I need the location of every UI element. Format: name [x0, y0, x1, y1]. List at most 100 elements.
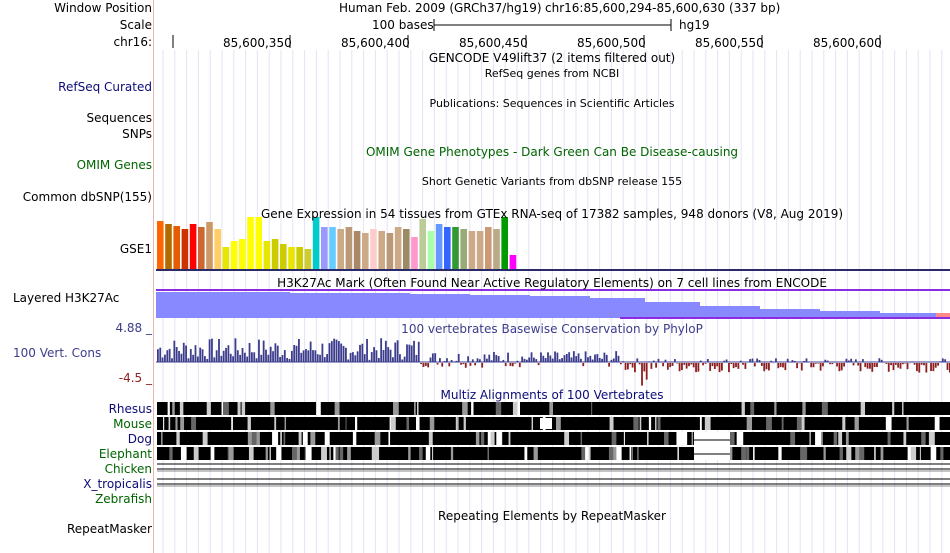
cons-bar	[439, 358, 441, 362]
alignment-gap	[408, 447, 411, 460]
cons-bar	[337, 341, 340, 362]
alignment-gap	[251, 432, 257, 445]
cons-bar	[537, 363, 540, 366]
gtex-bar	[427, 231, 435, 269]
gtex-bar	[493, 229, 500, 269]
alignment-gap	[845, 432, 849, 445]
track-label-gtex[interactable]: GSE1	[119, 242, 152, 256]
cons-bar	[930, 363, 932, 372]
track-title-gencode[interactable]: GENCODE V49lift37 (2 items filtered out)	[428, 51, 676, 65]
track-title-h3k27ac[interactable]: H3K27Ac Mark (Often Found Near Active Re…	[277, 276, 827, 290]
track-label-snps[interactable]: SNPs	[122, 127, 152, 141]
gtex-bar	[476, 231, 484, 269]
cons-bar	[504, 363, 507, 367]
gtex-bar	[321, 227, 328, 269]
cons-bar	[431, 353, 434, 362]
gtex-bar	[394, 227, 402, 269]
alignment-gap	[591, 402, 593, 415]
cons-bar	[913, 363, 916, 365]
cons-bar	[683, 363, 686, 365]
alignment-gap	[821, 402, 828, 415]
cons-bar	[603, 352, 606, 362]
cons-bar	[558, 359, 561, 362]
cons-bar	[392, 357, 394, 362]
alignment-gap	[284, 417, 287, 430]
gtex-bar	[296, 247, 303, 269]
cons-bar	[826, 360, 829, 362]
cons-bar	[610, 359, 613, 362]
cons-bar	[732, 363, 735, 369]
species-label-dog[interactable]: Dog	[127, 432, 152, 446]
cons-bar	[890, 363, 892, 366]
cons-bar	[547, 352, 549, 362]
species-label-chicken[interactable]: Chicken	[104, 462, 152, 476]
cons-bar	[420, 363, 422, 365]
cons-bar	[563, 355, 566, 362]
alignment-gap	[206, 402, 211, 415]
track-label-rmsk[interactable]: RepeatMasker	[66, 522, 152, 536]
gtex-bar	[468, 231, 476, 269]
cons-bar	[845, 358, 848, 362]
alignment-gap	[172, 402, 175, 415]
species-label-mouse[interactable]: Mouse	[113, 417, 152, 431]
alignment-gap	[809, 432, 811, 445]
cons-bar	[871, 363, 874, 372]
alignment-gap	[241, 402, 246, 415]
track-label-sequences[interactable]: Sequences	[86, 111, 152, 125]
track-label-dbsnp[interactable]: Common dbSNP(155)	[22, 190, 152, 204]
track-label-h3k27ac[interactable]: Layered H3K27Ac	[13, 291, 120, 305]
cons-bar	[666, 363, 669, 370]
h3k27ac-area	[156, 291, 950, 318]
species-label-elephant[interactable]: Elephant	[98, 447, 152, 461]
track-label-cons[interactable]: 100 Vert. Cons	[13, 346, 102, 360]
alignment-gap	[337, 417, 340, 430]
cons-bar	[493, 351, 495, 362]
alignment-gap	[919, 447, 921, 460]
track-label-refseq[interactable]: RefSeq Curated	[58, 80, 152, 94]
cons-bar	[587, 357, 589, 362]
cons-bar	[810, 363, 813, 368]
track-title-sequences[interactable]: Publications: Sequences in Scientific Ar…	[429, 97, 675, 110]
cons-bar	[535, 359, 538, 362]
cons-bar	[243, 352, 246, 362]
gtex-bar	[263, 241, 271, 269]
species-label-rhesus[interactable]: Rhesus	[108, 402, 152, 416]
alignment-gap	[676, 432, 682, 445]
cons-bar	[359, 344, 361, 362]
cons-bar	[389, 349, 392, 362]
cons-bar	[542, 355, 545, 362]
cons-bar	[556, 352, 559, 362]
alignment-gap	[228, 447, 234, 460]
alignment-gap	[334, 402, 340, 415]
track-title-dbsnp[interactable]: Short Genetic Variants from dbSNP releas…	[421, 175, 683, 188]
track-label-omim[interactable]: OMIM Genes	[76, 158, 152, 172]
cons-bar	[208, 339, 211, 362]
species-label-xtropicalis[interactable]: X_tropicalis	[83, 477, 152, 491]
alignment-gap	[623, 432, 625, 445]
cons-bar	[486, 358, 488, 362]
track-title-multiz[interactable]: Multiz Alignments of 100 Vertebrates	[440, 388, 664, 402]
species-label-zebrafish[interactable]: Zebrafish	[95, 492, 152, 506]
alignment-gap	[247, 432, 252, 445]
alignment-gap	[416, 402, 419, 415]
alignment-gap	[175, 417, 178, 430]
alignment-gap	[820, 432, 823, 445]
cons-bar	[796, 363, 798, 369]
track-title-omim[interactable]: OMIM Gene Phenotypes - Dark Green Can Be…	[365, 145, 739, 159]
cons-bar	[161, 357, 164, 362]
gtex-bar	[288, 247, 295, 269]
gtex-bar	[501, 217, 508, 269]
alignment-gap	[415, 417, 420, 430]
cons-bar	[699, 360, 702, 362]
alignment-gap	[839, 447, 843, 460]
track-title-rmsk[interactable]: Repeating Elements by RepeatMasker	[438, 509, 666, 523]
cons-bar	[434, 353, 437, 362]
track-title-cons[interactable]: 100 vertebrates Basewise Conservation by…	[401, 322, 703, 336]
cons-bar	[777, 363, 780, 369]
cons-bar	[413, 340, 415, 362]
track-title-gtex[interactable]: Gene Expression in 54 tissues from GTEx …	[260, 207, 844, 221]
track-title-refseq[interactable]: RefSeq genes from NCBI	[484, 67, 620, 80]
cons-bar	[704, 363, 707, 364]
